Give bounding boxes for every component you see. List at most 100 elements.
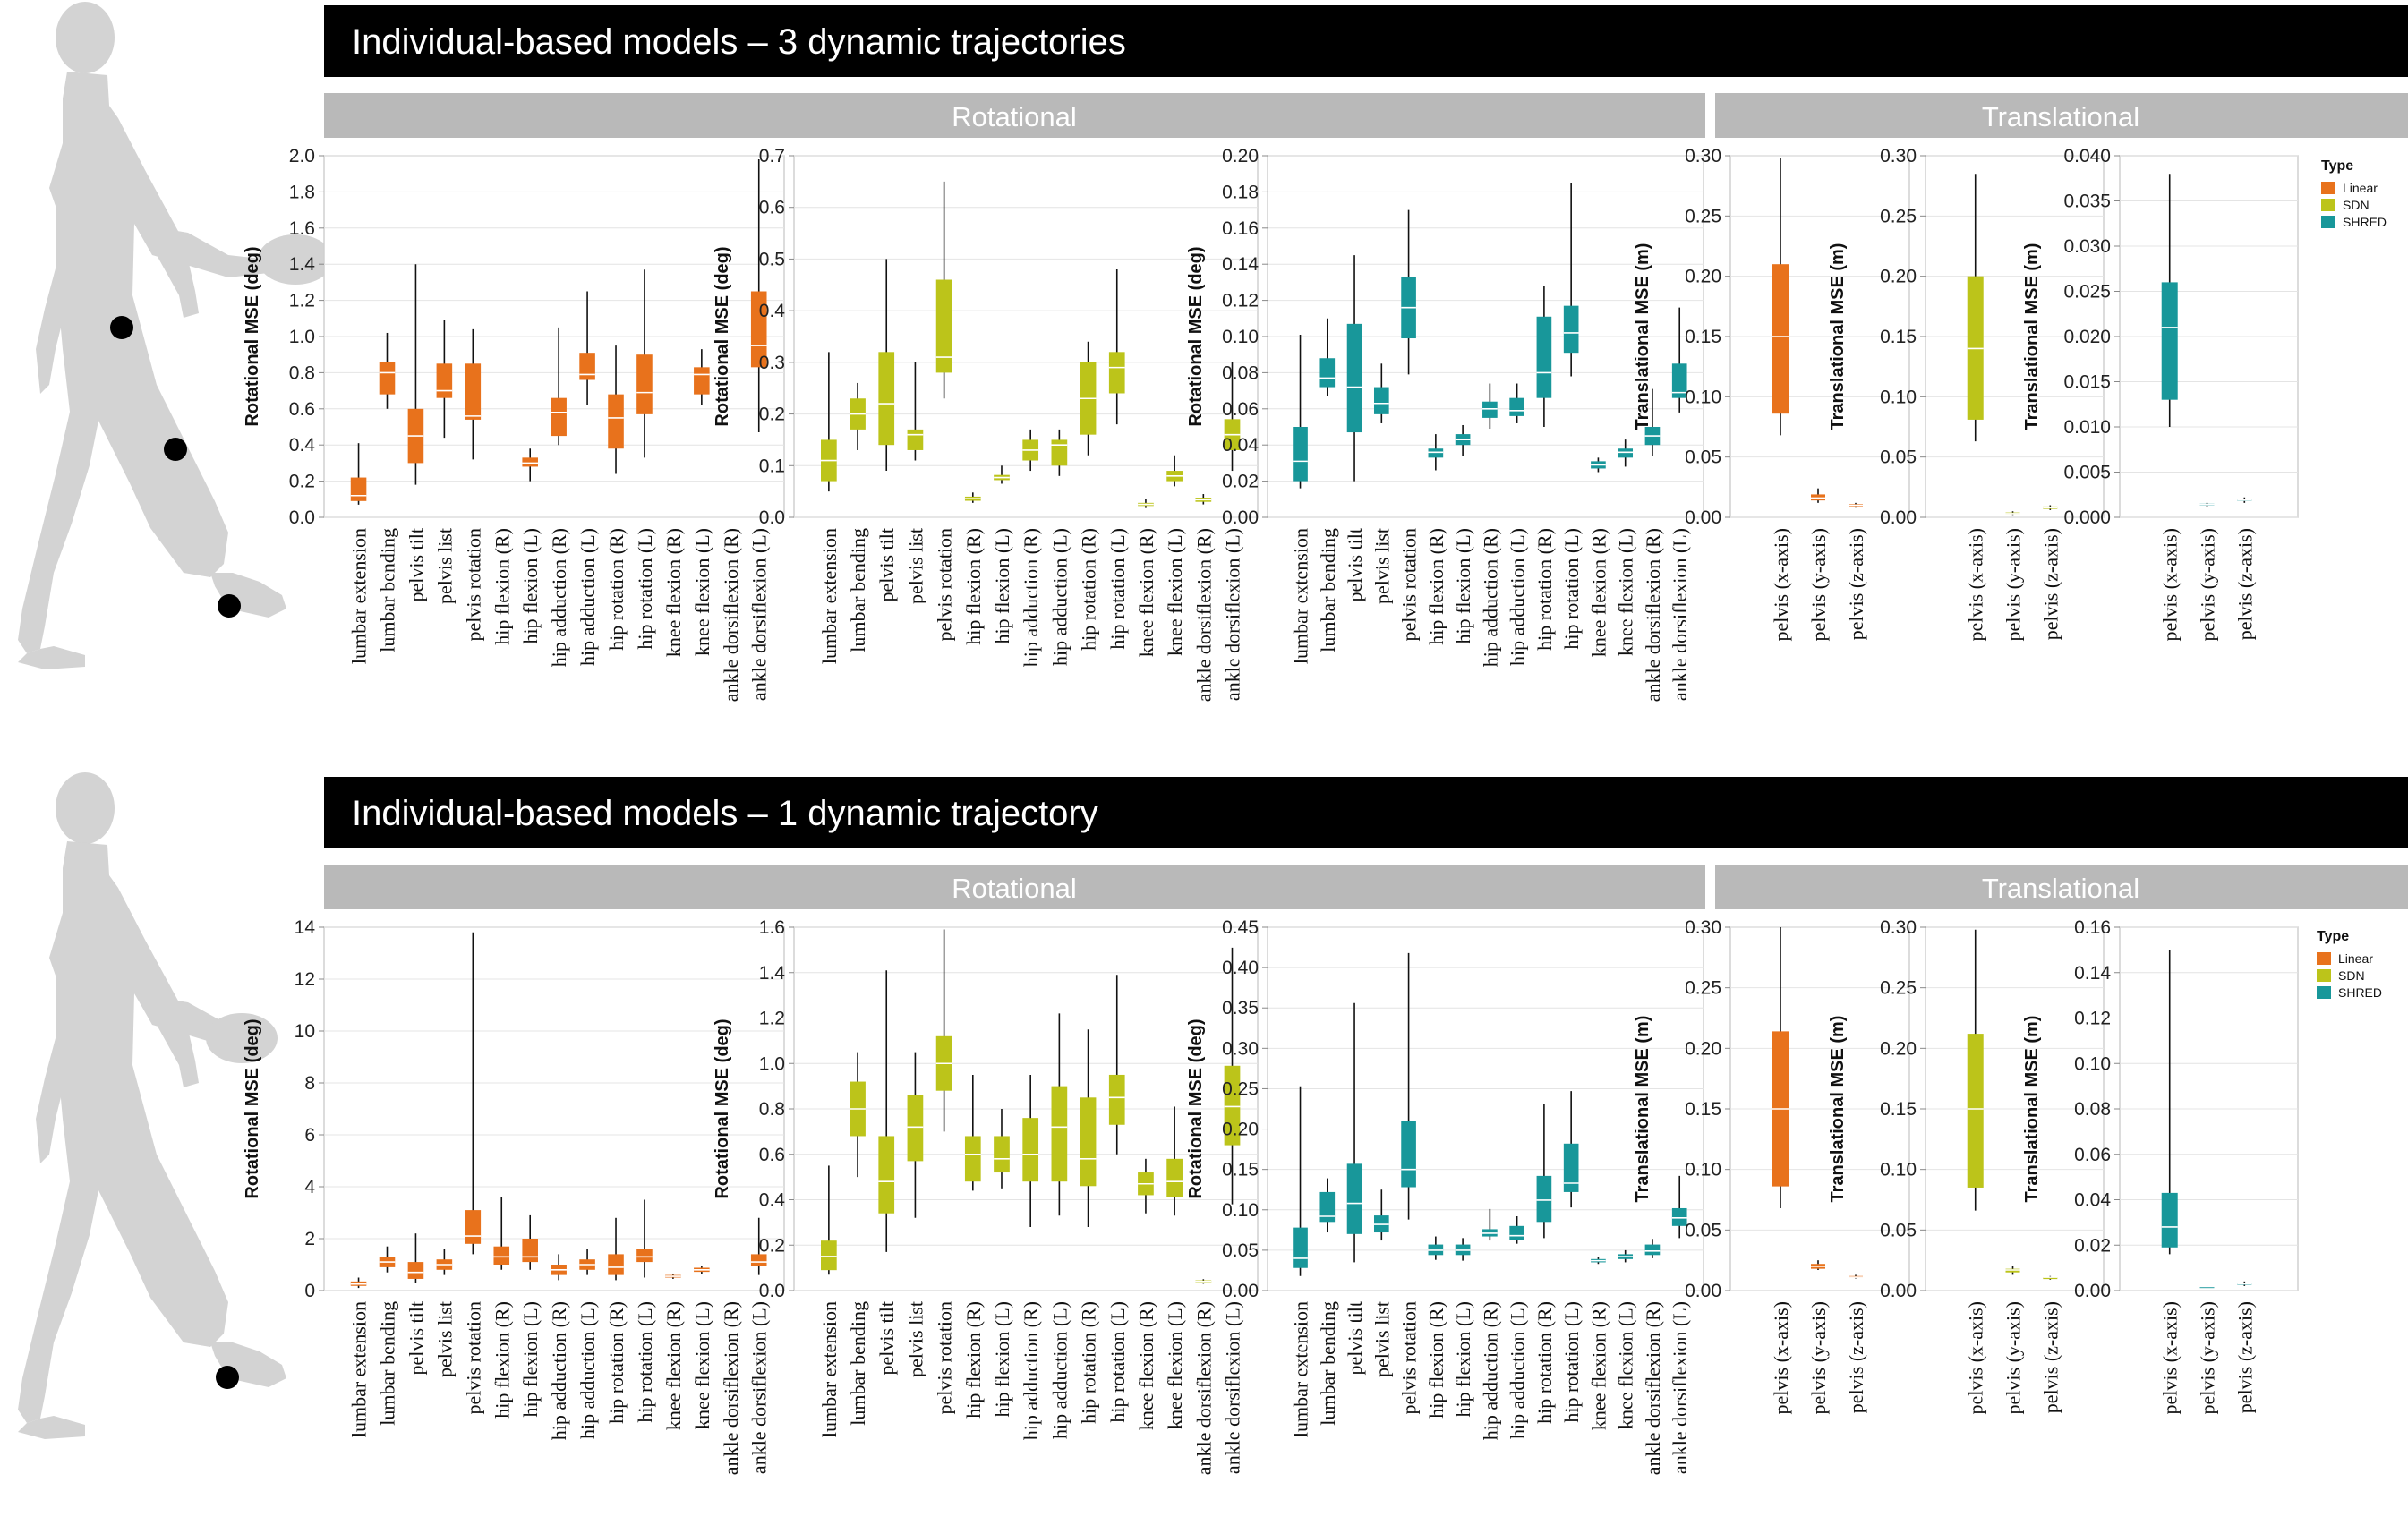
x-category-label: hip flexion (L) — [1452, 528, 1474, 644]
box-11 — [1138, 499, 1154, 508]
x-category-label: ankle dorsiflexion (R) — [1192, 528, 1215, 702]
legend-swatch-sdn — [2317, 969, 2331, 982]
chart-panel-top-rotational-linear: 0.0 0.2 0.4 0.6 0.8 1.0 1.2 1.4 1.6 1.8 2.0 Rotatio… — [243, 146, 785, 702]
box-body — [1536, 316, 1552, 398]
chart-panels: 0.0 0.2 0.4 0.6 0.8 1.0 1.2 1.4 1.6 1.8 2.0 Rotatio… — [243, 146, 2299, 1475]
x-category-label: hip rotation (L) — [634, 528, 656, 650]
chart-panel-top-translational-shred: 0.000 0.005 0.010 0.015 0.020 0.025 0.030 0.035… — [2022, 146, 2299, 641]
box-2 — [407, 264, 424, 485]
y-tick-label: 0.20 — [1685, 267, 1721, 287]
x-category-label: lumbar extension — [348, 1301, 371, 1437]
legend-top: Type Linear SDN SHRED — [2321, 158, 2387, 229]
box-body — [820, 1240, 837, 1271]
box-6 — [522, 448, 538, 482]
walking-person-figure-bottom — [18, 772, 286, 1439]
box-14 — [1671, 1175, 1687, 1239]
band-rotational-top — [324, 93, 1705, 138]
x-category-label: knee flexion (L) — [691, 1301, 713, 1429]
box-0 — [1967, 929, 1984, 1211]
x-category-label: knee flexion (R) — [1587, 528, 1610, 657]
x-category-label: ankle dorsiflexion (L) — [1222, 528, 1244, 701]
x-category-label: pelvis tilt — [875, 528, 898, 602]
box-body — [636, 1249, 653, 1263]
y-tick-label: 1.0 — [289, 327, 315, 347]
box-0 — [1772, 927, 1789, 1208]
y-tick-label: 0.05 — [1685, 1220, 1721, 1240]
y-tick-label: 4 — [304, 1177, 315, 1197]
y-tick-label: 0.30 — [1222, 1038, 1259, 1059]
box-body — [608, 394, 624, 449]
box-0 — [1293, 334, 1308, 489]
y-tick-label: 14 — [295, 917, 316, 938]
y-tick-label: 0.5 — [759, 249, 785, 269]
box-12 — [1618, 439, 1634, 467]
legend-label-sdn: SDN — [2343, 198, 2370, 212]
box-body — [1671, 363, 1687, 398]
x-category-label: pelvis tilt — [405, 528, 427, 602]
box-3 — [907, 1052, 924, 1218]
y-tick-label: 1.2 — [289, 291, 315, 311]
x-category-label: pelvis (z-axis) — [2039, 1301, 2062, 1413]
box-3 — [436, 1249, 453, 1275]
title-bar-bottom — [324, 777, 2408, 848]
box-8 — [1051, 429, 1068, 476]
y-tick-label: 0.010 — [2063, 417, 2111, 438]
chart-panel-top-rotational-shred: 0.00 0.02 0.04 0.06 0.08 0.10 0.12 0.14 0.16 0.18… — [1186, 146, 1704, 702]
box-2 — [407, 1233, 424, 1283]
box-body — [1346, 1163, 1362, 1234]
x-category-label: lumbar bending — [1317, 1301, 1339, 1426]
x-category-label: pelvis list — [904, 528, 926, 604]
y-tick-label: 0.25 — [1880, 206, 1917, 226]
box-11 — [1591, 457, 1606, 473]
x-category-label: lumbar bending — [376, 528, 398, 652]
box-1 — [850, 1052, 866, 1178]
x-category-label: knee flexion (R) — [1135, 528, 1157, 657]
legend-title: Type — [2317, 929, 2349, 944]
x-category-label: pelvis (z-axis) — [2039, 528, 2062, 640]
x-category-label: hip flexion (L) — [1452, 1301, 1474, 1418]
legend-label-linear: Linear — [2338, 951, 2373, 966]
box-body — [935, 279, 952, 373]
box-body — [1373, 387, 1389, 414]
y-axis-title: Rotational MSE (deg) — [1186, 1018, 1206, 1198]
x-category-label: hip adduction (L) — [576, 528, 599, 666]
legend-label-sdn: SDN — [2338, 968, 2365, 983]
x-category-label: pelvis rotation — [462, 1301, 484, 1414]
box-2 — [878, 970, 895, 1252]
y-tick-label: 0.020 — [2063, 327, 2111, 347]
x-category-label: pelvis (y-axis) — [1807, 528, 1830, 641]
box-body — [1618, 448, 1634, 458]
x-category-label: pelvis rotation — [934, 1301, 956, 1414]
x-category-label: pelvis tilt — [405, 1301, 427, 1376]
y-tick-label: 0.20 — [1880, 1038, 1917, 1059]
y-tick-label: 0.0 — [759, 507, 785, 528]
y-tick-label: 0.30 — [1685, 917, 1721, 938]
y-tick-label: 0.30 — [1685, 146, 1721, 166]
y-tick-label: 0.10 — [1685, 387, 1721, 407]
y-tick-label: 0.16 — [1222, 218, 1259, 239]
box-14 — [1224, 362, 1241, 472]
box-8 — [1509, 383, 1524, 423]
box-10 — [636, 1199, 653, 1278]
box-body — [551, 397, 567, 437]
y-tick-label: 0.025 — [2063, 282, 2111, 303]
y-tick-label: 0.25 — [1685, 978, 1721, 999]
legend-bottom: Type Linear SDN SHRED — [2317, 929, 2382, 1000]
box-body — [1108, 1074, 1125, 1125]
x-category-label: pelvis (x-axis) — [1965, 528, 1987, 641]
box-body — [1428, 448, 1444, 458]
box-2 — [1346, 255, 1362, 482]
x-category-label: lumbar extension — [348, 528, 371, 664]
y-tick-label: 0.005 — [2063, 463, 2111, 483]
x-category-label: hip flexion (L) — [519, 1301, 542, 1418]
x-category-label: lumbar bending — [376, 1301, 398, 1426]
x-category-label: lumbar extension — [818, 528, 841, 664]
x-category-label: knee flexion (R) — [1587, 1301, 1610, 1430]
chart-panel-top-rotational-sdn: 0.0 0.1 0.2 0.3 0.4 0.5 0.6 0.7 Rotational MSE (… — [713, 146, 1259, 702]
box-body — [1293, 427, 1308, 482]
y-tick-label: 0.4 — [289, 435, 316, 456]
y-tick-label: 0.000 — [2063, 507, 2111, 528]
x-category-label: hip rotation (L) — [1560, 528, 1583, 650]
box-1 — [2005, 1266, 2020, 1275]
